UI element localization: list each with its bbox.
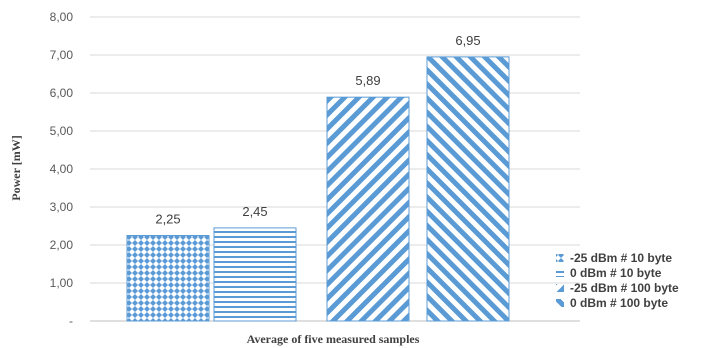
bar-2 (213, 227, 297, 322)
legend-swatch (556, 299, 564, 307)
y-tick-label: 6,00 (50, 86, 74, 100)
legend-label: -25 dBm # 10 byte (570, 251, 672, 265)
y-tick-label: 2,00 (50, 238, 74, 252)
y-tick-label: - (69, 314, 73, 328)
y-tick-label: 1,00 (50, 276, 74, 290)
bar-4 (426, 56, 510, 322)
legend-swatch (556, 284, 564, 292)
bar-1 (126, 235, 210, 322)
data-label: 6,95 (455, 33, 480, 48)
y-tick-label: 3,00 (50, 200, 74, 214)
legend-swatch (556, 254, 564, 262)
y-tick-label: 7,00 (50, 48, 74, 62)
bar-3 (326, 96, 410, 322)
data-label: 5,89 (355, 73, 380, 88)
y-axis-ticks: - 1,00 2,00 3,00 4,00 5,00 6,00 7,00 8,00 (50, 10, 74, 328)
data-label: 2,45 (242, 204, 267, 219)
data-label: 2,25 (155, 212, 180, 227)
legend-label: 0 dBm # 100 byte (570, 296, 668, 310)
y-tick-label: 8,00 (50, 10, 74, 24)
y-axis-title: Power [mW] (9, 135, 23, 200)
legend-label: 0 dBm # 10 byte (570, 266, 662, 280)
x-axis-title: Average of five measured samples (247, 332, 420, 346)
data-labels: 2,25 2,45 5,89 6,95 (155, 33, 480, 227)
y-tick-label: 4,00 (50, 162, 74, 176)
bars (126, 56, 510, 322)
legend-label: -25 dBm # 100 byte (570, 281, 679, 295)
legend-swatch (556, 269, 564, 277)
y-tick-label: 5,00 (50, 124, 74, 138)
